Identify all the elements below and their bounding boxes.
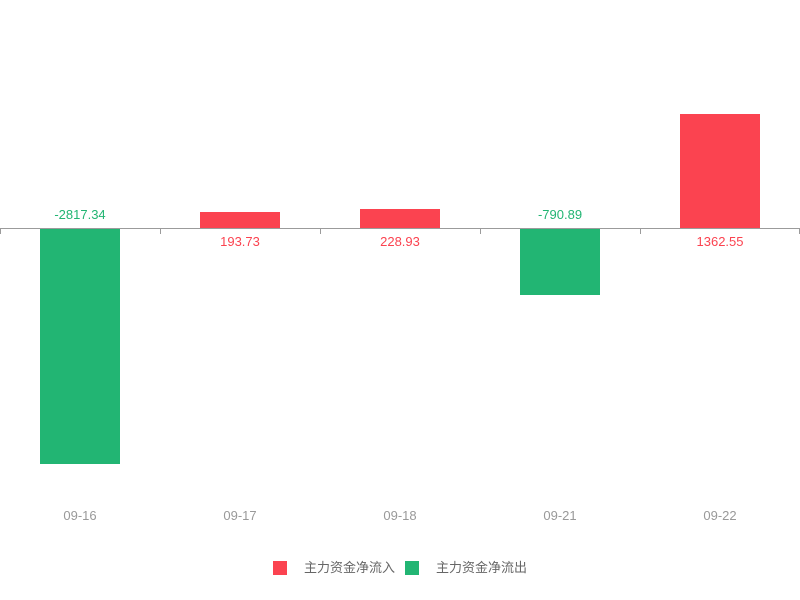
bar-09-16[interactable] bbox=[40, 229, 120, 464]
bar-09-22[interactable] bbox=[680, 114, 760, 228]
bar-09-18[interactable] bbox=[360, 208, 440, 228]
x-axis-tick bbox=[160, 229, 161, 234]
x-axis-tick bbox=[640, 229, 641, 234]
legend-item-outflow[interactable]: 主力资金净流出 bbox=[405, 560, 527, 575]
outflow-swatch-icon bbox=[405, 560, 419, 575]
x-axis-label-09-18: 09-18 bbox=[383, 508, 417, 523]
legend-label-outflow: 主力资金净流出 bbox=[436, 560, 528, 575]
bar-09-21[interactable] bbox=[520, 229, 600, 295]
value-label-09-21: -790.89 bbox=[537, 207, 583, 222]
x-axis-label-09-17: 09-17 bbox=[223, 508, 257, 523]
inflow-swatch-icon bbox=[272, 560, 287, 575]
x-axis-tick bbox=[480, 229, 481, 234]
legend: 主力资金净流入 主力资金净流出 bbox=[0, 560, 800, 575]
value-label-09-18: 228.93 bbox=[380, 234, 420, 249]
value-label-09-16: -2817.34 bbox=[54, 207, 106, 222]
value-label-09-17: 193.73 bbox=[220, 234, 260, 249]
x-axis-tick bbox=[0, 229, 1, 234]
legend-item-inflow[interactable]: 主力资金净流入 bbox=[272, 560, 395, 575]
x-axis-label-09-21: 09-21 bbox=[543, 508, 577, 523]
x-axis-tick bbox=[320, 229, 321, 234]
value-label-09-22: 1362.55 bbox=[696, 234, 744, 249]
bar-09-17[interactable] bbox=[200, 211, 280, 228]
x-axis-label-09-22: 09-22 bbox=[703, 508, 737, 523]
x-axis-label-09-16: 09-16 bbox=[63, 508, 97, 523]
legend-label-inflow: 主力资金净流入 bbox=[303, 560, 395, 575]
x-axis-line bbox=[0, 228, 800, 229]
